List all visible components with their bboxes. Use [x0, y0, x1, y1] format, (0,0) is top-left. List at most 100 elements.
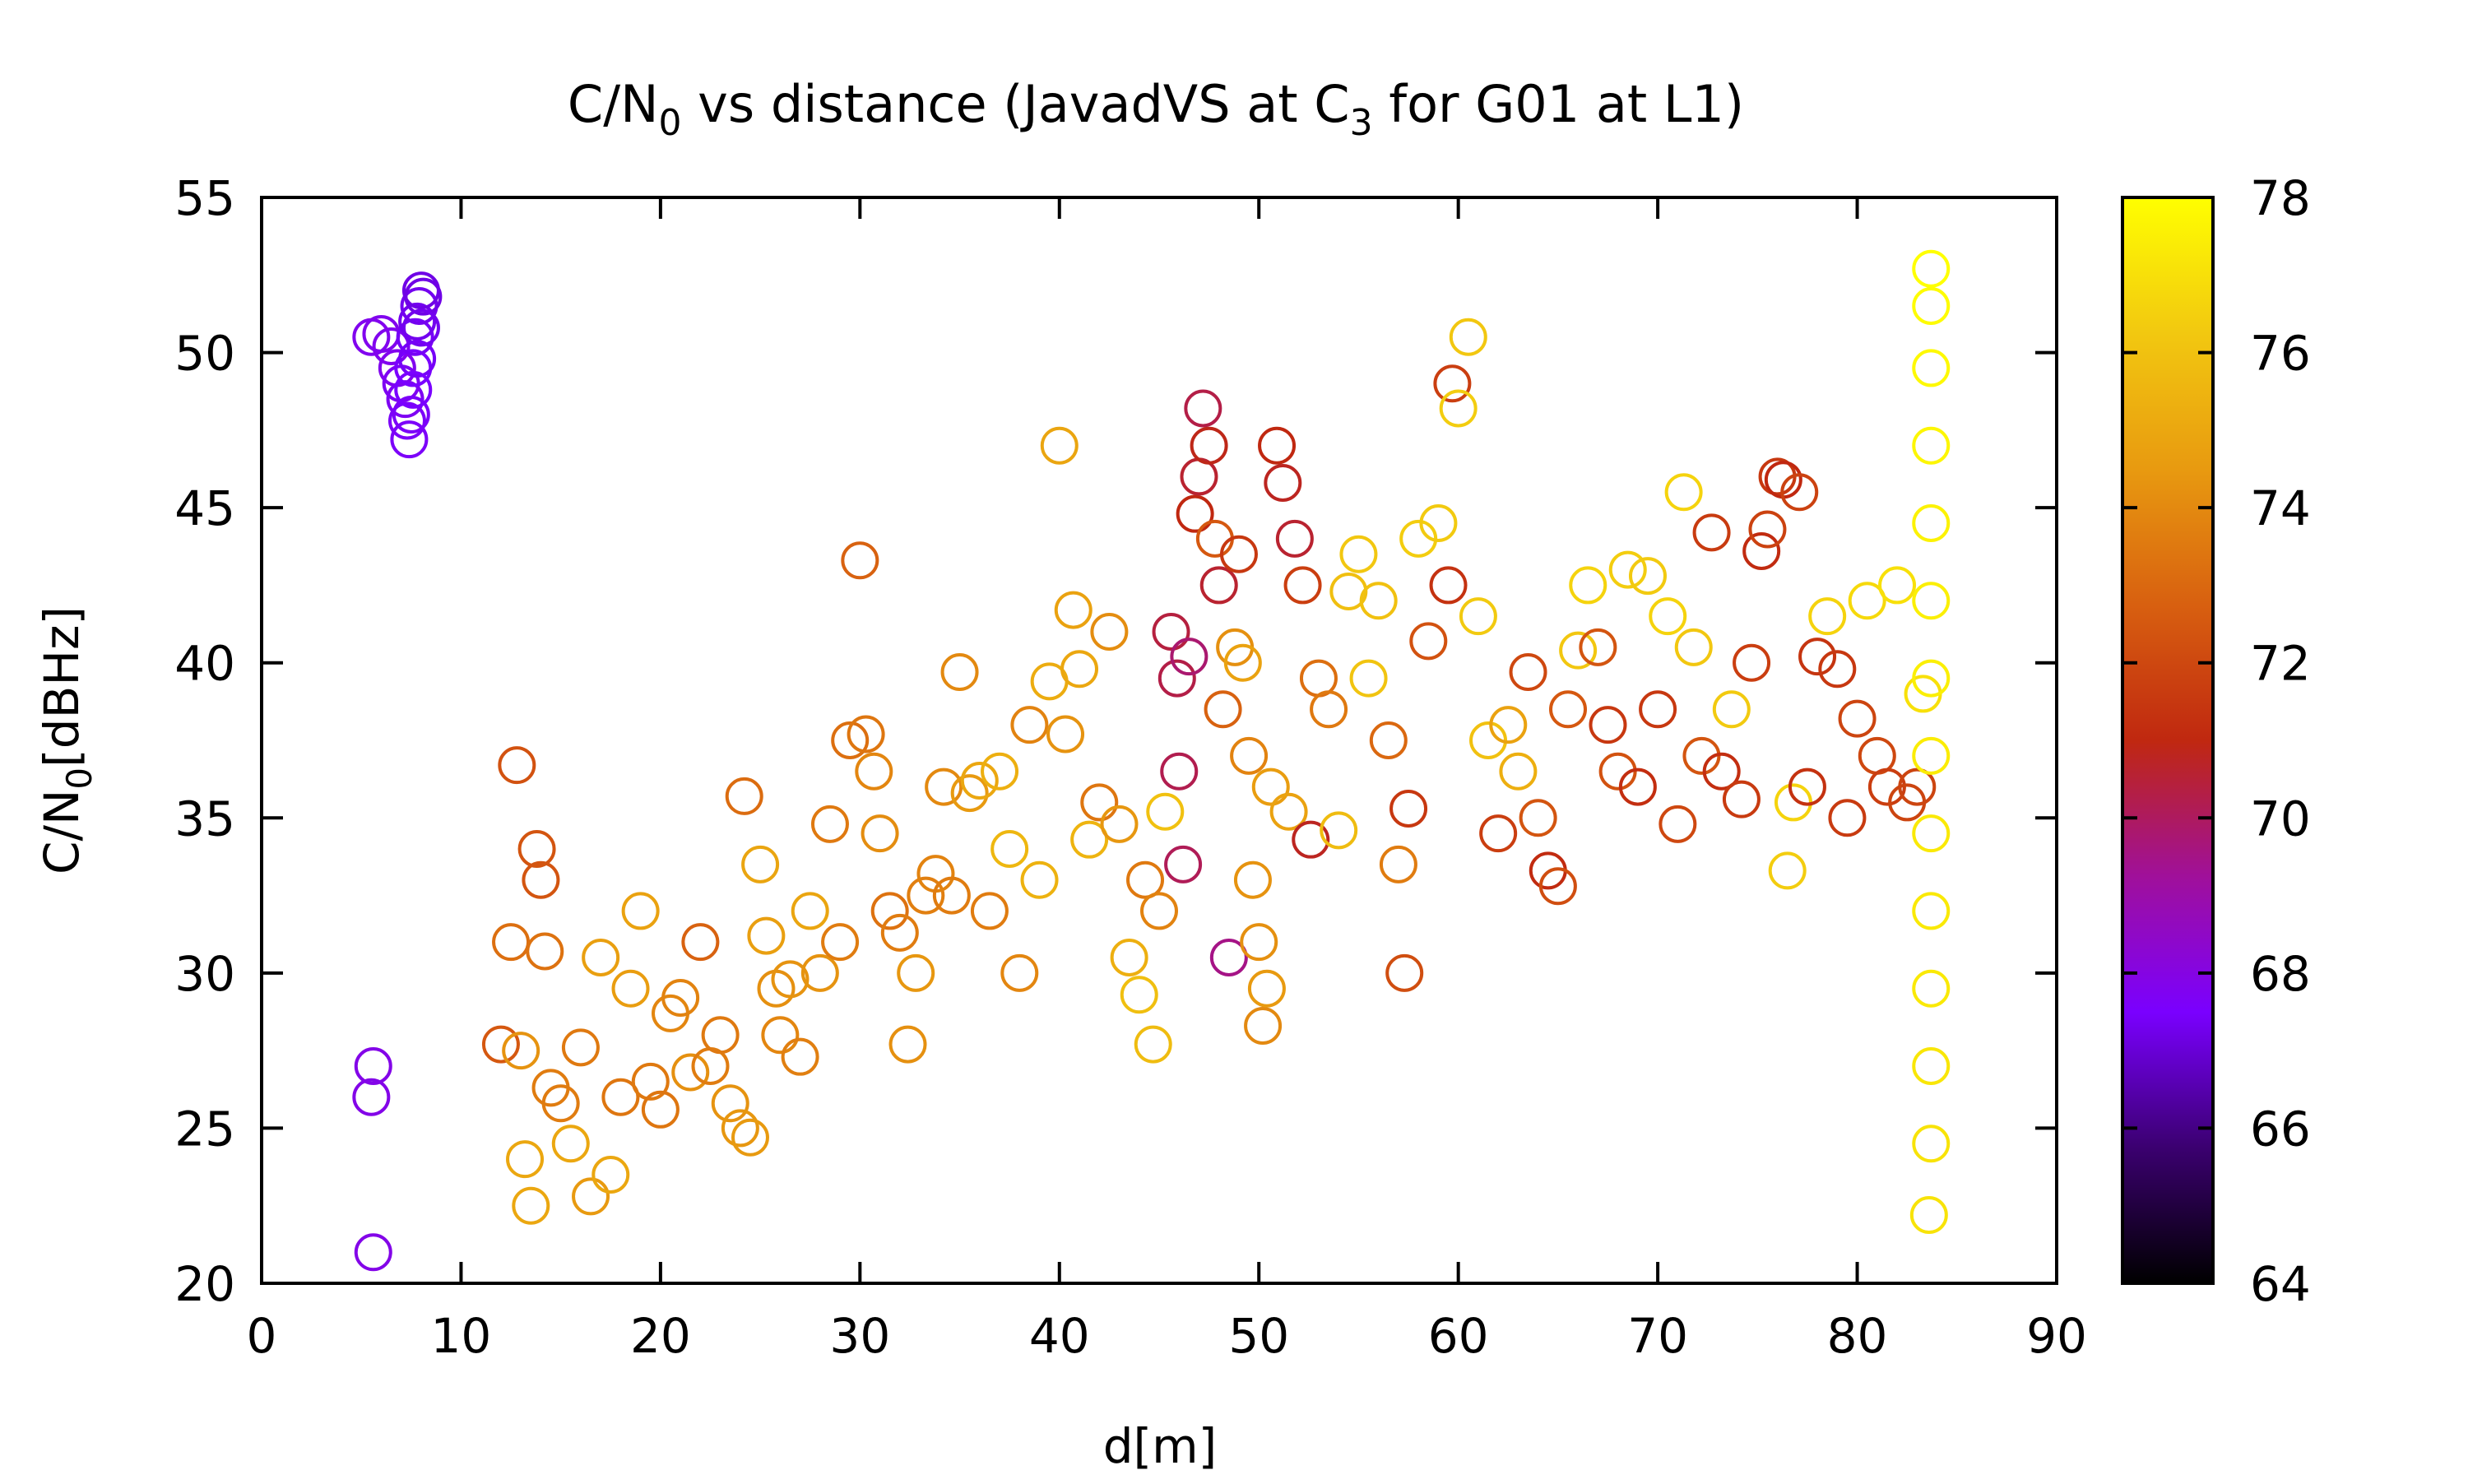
x-tick-label: 10: [431, 1308, 492, 1364]
scatter-point: [1219, 535, 1258, 573]
scatter-point: [1912, 1047, 1951, 1085]
scatter-point: [1912, 814, 1951, 853]
scatter-point: [1429, 566, 1468, 605]
scatter-point: [1010, 706, 1049, 744]
scatter-point: [1722, 780, 1761, 819]
scatter-point: [800, 953, 839, 992]
scatter-point: [398, 302, 437, 341]
scatter-point: [1320, 811, 1358, 850]
scatter-point: [517, 830, 556, 868]
scatter-point: [1449, 318, 1487, 356]
scatter-point: [1046, 715, 1085, 754]
scatter-point: [1299, 659, 1338, 698]
scatter-point: [512, 1186, 550, 1225]
scatter-point: [1912, 249, 1951, 288]
scatter-point: [1838, 699, 1877, 738]
x-tick-label: 80: [1827, 1308, 1888, 1364]
y-tick-label: 45: [174, 480, 235, 536]
scatter-point: [1912, 736, 1951, 775]
scatter-point: [1639, 690, 1677, 729]
scatter-point: [1040, 426, 1079, 465]
scatter-point: [1233, 860, 1272, 899]
y-tick-label: 20: [174, 1256, 235, 1312]
scatter-point: [1170, 638, 1208, 676]
scatter-point: [701, 1016, 740, 1055]
scatter-point: [1898, 768, 1937, 806]
scatter-point: [741, 845, 780, 883]
scatter-point: [1692, 513, 1731, 552]
scatter-point: [870, 892, 909, 930]
title-subscript-2: 3: [1350, 102, 1373, 144]
x-tick-label: 70: [1627, 1308, 1688, 1364]
scatter-point: [970, 892, 1009, 930]
scatter-point: [1190, 426, 1228, 465]
scatter-point: [1369, 721, 1408, 759]
scatter-point: [810, 805, 849, 843]
scatter-point: [1658, 805, 1697, 843]
scatter-point: [352, 1078, 391, 1116]
scatter-point: [1230, 736, 1269, 775]
scatter-point: [1090, 613, 1129, 651]
x-tick-label: 40: [1029, 1308, 1090, 1364]
scatter-point: [1439, 389, 1478, 428]
scatter-point: [1912, 892, 1951, 930]
scatter-point: [1579, 628, 1617, 666]
scatter-point: [1912, 582, 1951, 620]
scatter-point: [401, 308, 440, 347]
x-axis: 0 10 20 30 40 50 60 70 80 90: [247, 197, 2087, 1364]
scatter-point: [1020, 860, 1059, 899]
scatter-point: [960, 762, 999, 800]
x-tick-label: 30: [829, 1308, 890, 1364]
scatter-point: [1433, 364, 1472, 403]
scatter-point: [1385, 953, 1424, 992]
scatter-point: [1389, 789, 1428, 828]
y-tick-label: 50: [174, 326, 235, 382]
scatter-point: [1134, 1025, 1172, 1064]
scatter-point: [940, 653, 979, 692]
scatter-point: [1569, 566, 1607, 605]
scatter-point: [1146, 792, 1185, 831]
scatter-point: [932, 876, 971, 915]
colorbar-tick-label: 64: [2250, 1256, 2311, 1312]
scatter-point: [847, 715, 885, 754]
scatter-point: [981, 752, 1019, 791]
scatter-point: [1538, 867, 1577, 906]
y-axis: 20 25 30 35 40 45 50 55: [174, 170, 2057, 1312]
scatter-point: [1780, 473, 1819, 512]
scatter-point: [1060, 650, 1099, 689]
scatter-point: [492, 923, 531, 962]
scatter-point: [1878, 566, 1917, 605]
scatter-point: [1199, 566, 1238, 605]
y-tick-label: 35: [174, 791, 235, 846]
scatter-point: [1459, 597, 1497, 636]
scatter-point: [1070, 820, 1109, 859]
scatter-point: [1664, 473, 1703, 512]
scatter-point: [561, 1028, 600, 1067]
scatter-point: [572, 1177, 610, 1216]
scatter-point: [721, 1109, 759, 1148]
scatter-point: [1818, 650, 1857, 689]
scatter-point: [1912, 659, 1951, 698]
scatter-point: [1264, 463, 1302, 502]
scatter-point: [1310, 690, 1348, 729]
scatter-point: [761, 1016, 800, 1055]
scatter-point: [791, 892, 829, 930]
y-axis-label-subscript: 0: [59, 768, 100, 790]
scatter-point: [1292, 820, 1330, 859]
scatter-point: [1152, 613, 1190, 651]
scatter-points: [352, 249, 1951, 1272]
x-tick-label: 90: [2026, 1308, 2087, 1364]
colorbar-tick-label: 74: [2250, 480, 2311, 536]
y-axis-label: C/N0[dBHz]: [34, 606, 100, 874]
scatter-point: [1742, 531, 1781, 570]
scatter-point: [591, 1156, 630, 1194]
scatter-point: [1258, 426, 1297, 465]
scatter-point: [1828, 799, 1867, 837]
scatter-point: [671, 1053, 710, 1092]
scatter-point: [1774, 783, 1812, 822]
scatter-point: [1140, 892, 1178, 930]
scatter-point: [1000, 953, 1039, 992]
scatter-point: [394, 370, 433, 409]
scatter-point: [1180, 457, 1218, 496]
scatter-point: [551, 1125, 590, 1163]
